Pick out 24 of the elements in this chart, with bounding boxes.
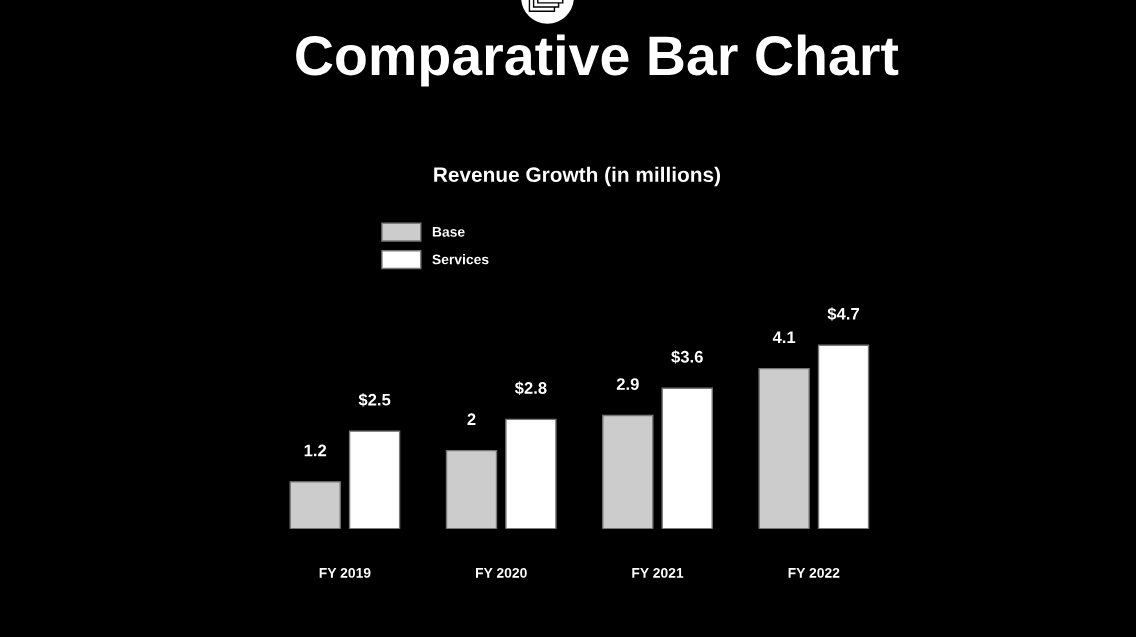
data-label: 2.9 xyxy=(616,378,639,390)
bar xyxy=(348,430,401,529)
x-tick-label: FY 2021 xyxy=(632,567,684,578)
legend-label: Services xyxy=(432,254,489,265)
data-label: 4.1 xyxy=(772,331,796,343)
data-label: $2.5 xyxy=(358,393,391,407)
x-tick-label: FY 2019 xyxy=(319,567,371,578)
bar xyxy=(817,344,870,529)
chart-subtitle: Revenue Growth (in millions) xyxy=(434,166,720,187)
bar xyxy=(445,449,498,529)
bar xyxy=(289,481,341,529)
bar xyxy=(758,367,810,529)
bar xyxy=(505,418,557,529)
bar xyxy=(602,414,654,529)
x-tick-label: FY 2020 xyxy=(476,567,527,578)
chart-title: Comparative Bar Chart xyxy=(296,34,899,87)
data-label: $2.8 xyxy=(514,381,547,395)
data-label: $3.6 xyxy=(671,350,703,364)
legend-label: Base xyxy=(432,227,465,237)
data-label: 2 xyxy=(467,413,476,425)
data-label: $4.7 xyxy=(827,307,859,321)
bar xyxy=(661,387,713,529)
x-tick-label: FY 2022 xyxy=(788,567,840,578)
data-label: 1.2 xyxy=(304,444,327,457)
